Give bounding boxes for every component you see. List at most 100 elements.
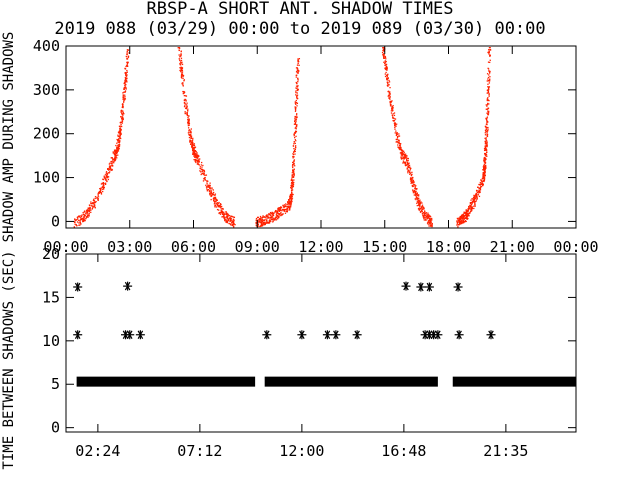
top-data-point — [85, 213, 87, 215]
top-data-point — [486, 105, 488, 107]
top-data-point — [119, 136, 121, 138]
top-data-point — [290, 200, 292, 202]
top-data-point — [468, 215, 470, 217]
top-data-point — [289, 201, 292, 203]
top-data-point — [482, 166, 485, 168]
top-data-point — [480, 183, 482, 185]
top-data-point — [388, 90, 390, 92]
top-data-point — [460, 220, 462, 223]
top-data-point — [489, 47, 491, 49]
top-data-point — [465, 217, 467, 220]
top-data-point — [209, 184, 211, 187]
top-data-point — [404, 162, 406, 164]
top-data-point — [200, 173, 202, 176]
top-data-point — [180, 74, 183, 76]
top-data-point — [180, 57, 183, 59]
top-data-point — [206, 181, 208, 183]
top-data-point — [481, 183, 483, 186]
top-data-point — [259, 218, 261, 221]
top-data-point — [389, 100, 391, 103]
top-data-point — [296, 97, 298, 100]
top-data-point — [126, 65, 129, 67]
top-x-tick-label: 21:00 — [490, 238, 535, 256]
top-data-point — [121, 122, 124, 124]
top-data-point — [405, 158, 408, 161]
top-data-point — [117, 144, 120, 146]
top-data-point — [482, 183, 484, 185]
top-data-point — [473, 195, 475, 197]
top-data-point — [276, 216, 278, 219]
top-data-point — [185, 104, 188, 106]
top-data-point — [125, 88, 127, 90]
top-data-point — [297, 78, 299, 80]
top-data-point — [483, 178, 486, 181]
top-x-tick-label: 18:00 — [426, 238, 471, 256]
top-x-tick-label: 03:00 — [107, 238, 152, 256]
top-data-point — [489, 61, 491, 64]
top-data-point — [479, 188, 482, 190]
top-data-point — [469, 208, 471, 210]
top-data-point — [388, 79, 390, 82]
top-data-point — [192, 152, 194, 154]
top-data-point — [264, 216, 266, 218]
top-data-point — [76, 218, 78, 221]
top-data-point — [227, 219, 230, 221]
top-data-point — [487, 92, 489, 94]
top-data-point — [389, 95, 391, 97]
top-data-point — [297, 72, 299, 74]
top-data-point — [400, 148, 402, 151]
top-data-point — [485, 149, 488, 152]
top-data-point — [211, 188, 213, 190]
top-data-point — [484, 175, 486, 177]
top-data-point — [489, 71, 491, 73]
top-data-point — [267, 221, 269, 223]
top-data-point — [87, 207, 89, 209]
top-data-point — [193, 148, 195, 150]
top-data-point — [87, 216, 89, 219]
top-data-point — [281, 214, 283, 216]
top-data-point — [271, 216, 273, 218]
top-data-point — [114, 154, 116, 156]
top-data-point — [108, 165, 111, 167]
top-data-point — [185, 99, 187, 101]
top-data-point — [413, 183, 415, 185]
top-data-point — [208, 190, 211, 193]
top-data-point — [192, 147, 195, 149]
top-data-point — [473, 200, 476, 202]
top-data-point — [108, 172, 110, 174]
top-data-point — [270, 218, 273, 221]
top-data-point — [294, 107, 297, 109]
top-data-point — [295, 147, 297, 149]
bottom-asterisk-point — [73, 330, 83, 340]
top-data-point — [282, 205, 284, 207]
top-data-point — [185, 95, 187, 97]
top-data-point — [470, 207, 473, 209]
top-data-point — [422, 213, 424, 215]
top-data-point — [392, 107, 394, 109]
top-data-point — [259, 225, 261, 228]
top-data-point — [426, 222, 429, 224]
top-data-point — [417, 199, 419, 202]
top-data-point — [388, 81, 391, 83]
top-data-point — [183, 80, 185, 82]
top-data-point — [94, 207, 96, 209]
top-data-point — [480, 185, 483, 188]
top-data-point — [402, 156, 404, 158]
top-data-point — [100, 183, 103, 185]
top-data-point — [290, 181, 293, 184]
top-data-point — [124, 91, 126, 93]
top-data-point — [483, 173, 485, 176]
top-data-point — [294, 102, 297, 104]
top-data-point — [483, 157, 485, 159]
top-data-point — [403, 151, 405, 154]
top-data-point — [292, 145, 295, 147]
top-data-point — [460, 219, 462, 221]
top-data-point — [258, 220, 261, 222]
top-data-point — [227, 218, 229, 220]
top-data-point — [186, 112, 188, 114]
top-x-tick-label: 15:00 — [362, 238, 407, 256]
top-data-point — [401, 149, 403, 151]
top-data-point — [205, 186, 208, 188]
bottom-y-axis-label: TIME BETWEEN SHADOWS (SEC) — [1, 250, 17, 469]
